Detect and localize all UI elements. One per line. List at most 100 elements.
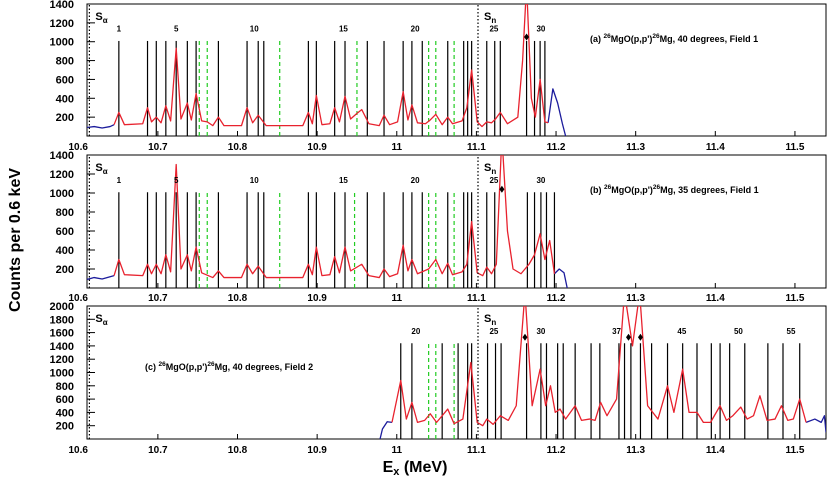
state-label: 20 [411,327,420,336]
threshold-symbol: S [95,313,102,325]
panel-annotation: (b) 26MgO(p,p')26Mg, 35 degrees, Field 1 [590,184,759,195]
y-tick-label: 200 [56,421,74,433]
y-tick-label: 800 [56,56,74,68]
x-tick-label: 10.6 [69,142,89,153]
state-label: 50 [734,327,743,336]
diamond-marker [499,185,505,193]
x-tick-label: 11.4 [706,293,725,304]
x-tick-label: 11.4 [706,445,725,456]
supscript: 26 [604,33,612,40]
panel: 200 400 600 800 1000 1200 1400 10.6 10.7 10.8 10.9… [50,0,827,153]
y-tick-label: 1200 [50,354,74,366]
state-label: 30 [536,176,545,185]
plot-area [87,4,567,136]
threshold-subscript: n [491,167,496,176]
supscript: 26 [207,361,215,368]
x-tick-label: 10.7 [148,142,168,153]
y-tick-label: 800 [56,207,74,219]
state-label: 20 [411,25,420,34]
threshold-symbol: S [95,11,102,23]
x-tick-label: 10.9 [307,445,327,456]
x-tick-label: 11.2 [547,445,566,456]
x-tick-label: 11.2 [547,142,566,153]
state-label: 30 [536,25,545,34]
y-tick-label: 600 [56,226,74,238]
x-tick-label: 10.7 [148,445,168,456]
state-label: 45 [677,327,686,336]
state-label: 37 [612,327,621,336]
x-tick-label: 10.8 [228,142,248,153]
state-label: 25 [489,25,498,34]
y-tick-label: 600 [56,394,74,406]
y-tick-label: 400 [56,93,74,105]
state-label: 1 [117,25,122,34]
y-tick-label: 1400 [50,0,74,11]
x-tick-label: 11.4 [706,142,725,153]
threshold-label: Sn [484,313,496,327]
x-tick-label: 11.3 [626,445,645,456]
text-part: Mg, 35 degrees, Field 1 [660,185,759,195]
x-tick-label: 11.5 [785,142,804,153]
threshold-label: Sn [484,162,496,176]
state-label: 5 [174,176,179,185]
y-tick-label: 1000 [50,368,74,380]
threshold-subscript: α [103,318,108,327]
spectrum-line [87,268,568,288]
state-label: 15 [339,176,348,185]
x-tick-label: 10.7 [148,293,168,304]
threshold-symbol: S [95,162,102,174]
y-tick-label: 600 [56,74,74,86]
x-tick-label: 11.2 [547,293,566,304]
state-label: 55 [787,327,796,336]
state-label: 10 [250,25,259,34]
supscript: 26 [159,361,167,368]
text-part: MgO(p,p') [166,362,208,372]
threshold-symbol: S [484,162,491,174]
x-tick-label: 11.1 [467,445,486,456]
y-tick-label: 1400 [50,150,74,162]
diamond-marker [524,33,530,41]
y-tick-label: 1200 [50,169,74,181]
state-label: 1 [117,176,122,185]
text-part: E [383,459,394,476]
diamond-marker [626,333,632,341]
threshold-subscript: n [491,318,496,327]
state-label: 30 [536,327,545,336]
y-tick-label: 1000 [50,188,74,200]
x-tick-label: 10.8 [228,293,248,304]
y-tick-label: 2000 [50,301,74,313]
state-label: 25 [489,327,498,336]
threshold-symbol: S [484,11,491,23]
supscript: 26 [653,184,661,191]
y-tick-label: 1000 [50,37,74,49]
x-tick-label: 10.9 [307,293,327,304]
x-axis-label: Ex (MeV) [383,459,448,478]
x-tick-label: 10.6 [69,445,89,456]
text-part: (MeV) [399,459,447,476]
x-tick-label: 11.3 [626,142,645,153]
y-tick-label: 400 [56,407,74,419]
threshold-label: Sα [95,313,107,327]
text-part: (a) [590,34,604,44]
subscript: x [393,466,400,478]
spectrum-line [113,155,556,279]
diamond-marker [522,333,528,341]
x-tick-label: 10.6 [69,293,89,304]
state-label: 5 [174,25,179,34]
plot-frame [86,154,827,289]
x-tick-label: 11.1 [467,142,486,153]
spectrum-line [113,4,549,128]
threshold-label: Sα [95,11,107,25]
x-tick-label: 11 [391,142,402,153]
x-tick-label: 11 [391,445,402,456]
threshold-subscript: α [103,16,108,25]
x-tick-label: 10.8 [228,445,248,456]
x-tick-label: 11.5 [785,445,804,456]
y-axis-label: Counts per 0.6 keV [7,168,24,312]
y-tick-label: 1400 [50,341,74,353]
plot-frame [86,3,827,137]
y-tick-label: 400 [56,245,74,257]
plot-frame [86,305,827,440]
